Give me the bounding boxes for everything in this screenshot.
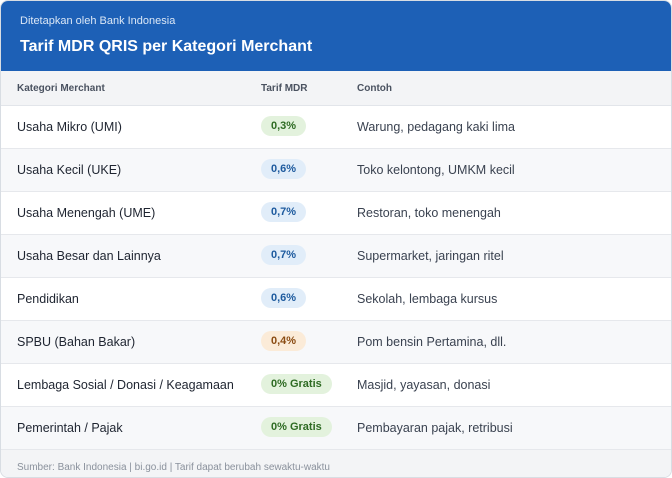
table-row: Lembaga Sosial / Donasi / Keagamaan 0% Gr… [1, 364, 671, 407]
header-subtitle: Ditetapkan oleh Bank Indonesia [20, 15, 176, 27]
table-row: Usaha Kecil (UKE) 0,6% Toko kelontong, UMK… [1, 149, 671, 192]
table-body: Usaha Mikro (UMI) 0,3% Warung, pedagang ka… [1, 106, 671, 450]
row-example: Sekolah, lembaga kursus [357, 292, 498, 306]
table-row: SPBU (Bahan Bakar) 0,4% Pom bensin Pertami… [1, 321, 671, 364]
table-row: Usaha Besar dan Lainnya 0,7% Supermarket, … [1, 235, 671, 278]
rate-badge: 0,4% [261, 331, 307, 351]
rate-badge: 0,7% [261, 202, 307, 222]
row-example: Toko kelontong, UMKM kecil [357, 163, 515, 177]
card-footer: Sumber: Bank Indonesia | bi.go.id | Tari… [1, 450, 671, 477]
row-category: Pemerintah / Pajak [17, 421, 123, 435]
rate-badge: 0,3% [261, 116, 307, 136]
rate-badge: 0% Gratis [261, 374, 332, 394]
rate-badge: 0,7% [261, 245, 307, 265]
card-header: Ditetapkan oleh Bank Indonesia Tarif MDR… [1, 1, 671, 71]
row-example: Warung, pedagang kaki lima [357, 120, 515, 134]
table-row: Pemerintah / Pajak 0% Gratis Pembayaran pa… [1, 407, 671, 450]
row-category: Usaha Mikro (UMI) [17, 120, 122, 134]
row-category: SPBU (Bahan Bakar) [17, 335, 136, 349]
rate-badge: 0% Gratis [261, 417, 332, 437]
table-row: Usaha Mikro (UMI) 0,3% Warung, pedagang ka… [1, 106, 671, 149]
table-header: Kategori Merchant Tarif MDR Contoh [1, 71, 671, 106]
table-row: Usaha Menengah (UME) 0,7% Restoran, toko m… [1, 192, 671, 235]
footer-source-text: Sumber: Bank Indonesia | bi.go.id | Tari… [17, 462, 330, 473]
row-example: Pom bensin Pertamina, dll. [357, 335, 507, 349]
row-category: Usaha Kecil (UKE) [17, 163, 122, 177]
table-row: Pendidikan 0,6% Sekolah, lembaga kursus [1, 278, 671, 321]
rate-badge: 0,6% [261, 159, 307, 179]
row-example: Masjid, yayasan, donasi [357, 378, 491, 392]
row-category: Pendidikan [17, 292, 79, 306]
row-example: Supermarket, jaringan ritel [357, 249, 504, 263]
row-category: Usaha Besar dan Lainnya [17, 249, 161, 263]
row-category: Usaha Menengah (UME) [17, 206, 156, 220]
column-header-rate: Tarif MDR [261, 83, 308, 94]
header-title: Tarif MDR QRIS per Kategori Merchant [20, 38, 313, 55]
row-example: Restoran, toko menengah [357, 206, 501, 220]
row-example: Pembayaran pajak, retribusi [357, 421, 513, 435]
column-header-category: Kategori Merchant [17, 83, 105, 94]
rate-badge: 0,6% [261, 288, 307, 308]
row-category: Lembaga Sosial / Donasi / Keagamaan [17, 378, 234, 392]
column-header-example: Contoh [357, 83, 392, 94]
